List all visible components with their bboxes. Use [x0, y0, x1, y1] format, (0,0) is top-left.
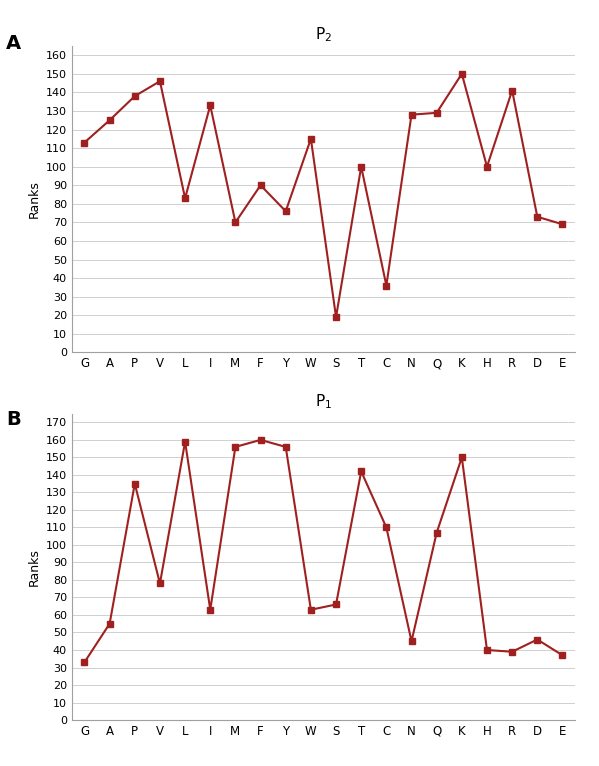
Y-axis label: Ranks: Ranks — [28, 180, 40, 218]
Title: P$_1$: P$_1$ — [315, 393, 332, 411]
Y-axis label: Ranks: Ranks — [28, 548, 40, 586]
Text: A: A — [6, 34, 21, 54]
Title: P$_2$: P$_2$ — [315, 25, 332, 44]
Text: B: B — [6, 410, 21, 429]
